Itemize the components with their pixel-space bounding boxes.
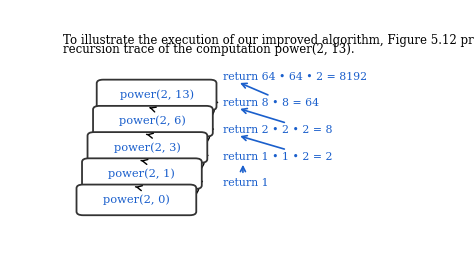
FancyArrowPatch shape (193, 178, 202, 198)
Text: return 1: return 1 (223, 178, 268, 188)
Text: To illustrate the execution of our improved algorithm, Figure 5.12 provides a: To illustrate the execution of our impro… (63, 35, 474, 47)
FancyArrowPatch shape (204, 125, 213, 145)
FancyBboxPatch shape (76, 184, 196, 215)
Text: recursion trace of the computation power(2, 13).: recursion trace of the computation power… (63, 42, 355, 56)
Text: return 1 • 1 • 2 = 2: return 1 • 1 • 2 = 2 (223, 152, 332, 162)
Text: power(2, 6): power(2, 6) (119, 116, 186, 127)
Text: power(2, 0): power(2, 0) (103, 195, 170, 205)
Text: return 8 • 8 = 64: return 8 • 8 = 64 (223, 98, 319, 108)
Text: return 2 • 2 • 2 = 8: return 2 • 2 • 2 = 8 (223, 125, 332, 135)
FancyBboxPatch shape (93, 106, 213, 137)
Text: power(2, 1): power(2, 1) (109, 168, 175, 179)
Text: return 64 • 64 • 2 = 8192: return 64 • 64 • 2 = 8192 (223, 72, 367, 82)
FancyArrowPatch shape (199, 151, 208, 172)
FancyArrowPatch shape (146, 84, 174, 109)
Text: power(2, 3): power(2, 3) (114, 142, 181, 153)
FancyBboxPatch shape (82, 158, 202, 189)
FancyBboxPatch shape (97, 80, 217, 110)
FancyArrowPatch shape (210, 99, 218, 119)
FancyBboxPatch shape (88, 132, 207, 163)
Text: power(2, 13): power(2, 13) (119, 90, 194, 100)
